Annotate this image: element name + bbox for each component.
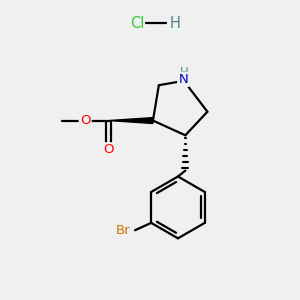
Text: H: H [179, 66, 188, 79]
Text: O: O [80, 114, 91, 127]
Text: Cl: Cl [130, 16, 144, 31]
Text: H: H [169, 16, 180, 31]
Polygon shape [109, 118, 153, 124]
Text: N: N [178, 73, 188, 86]
Text: O: O [103, 143, 114, 157]
Text: Br: Br [116, 224, 130, 237]
